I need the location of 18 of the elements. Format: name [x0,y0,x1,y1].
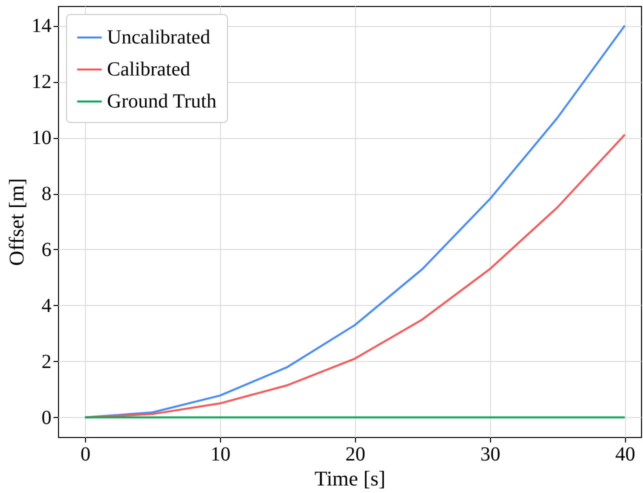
y-tick-label: 12 [32,71,52,94]
x-tick-label: 0 [80,444,90,466]
x-tick-label: 30 [480,444,500,466]
x-tick-label: 20 [345,444,366,466]
y-tick-label: 0 [42,406,52,429]
y-tick-label: 10 [32,127,52,150]
y-axis-title: Offset [m] [4,178,28,266]
legend-label: Uncalibrated [107,26,210,48]
y-tick-label: 2 [42,350,52,373]
x-tick-label: 10 [210,444,230,466]
x-tick-label: 40 [615,444,636,466]
y-tick-label: 14 [32,15,52,38]
y-tick-label: 6 [42,238,52,261]
y-tick-label: 4 [42,294,52,317]
legend-label: Calibrated [107,58,190,80]
x-axis-title: Time [s] [314,466,386,490]
y-tick-label: 8 [42,183,52,206]
legend-label: Ground Truth [107,90,216,112]
